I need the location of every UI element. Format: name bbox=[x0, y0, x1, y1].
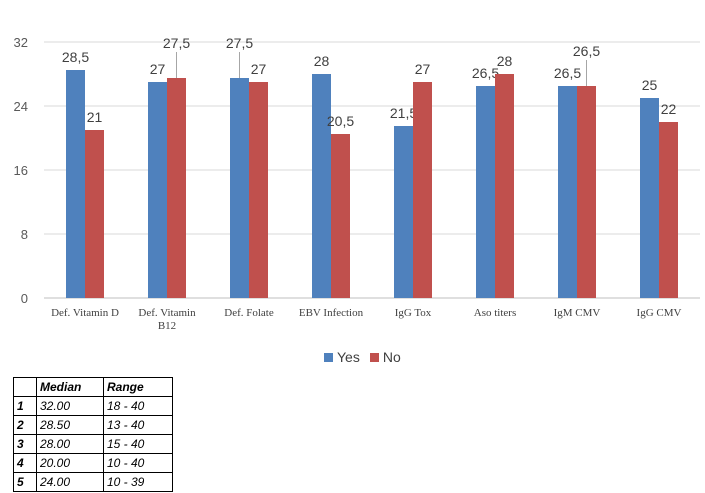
table-header-index bbox=[13, 377, 37, 397]
legend-label-no: No bbox=[382, 349, 401, 365]
table-row: 5 24.00 10 - 39 bbox=[13, 472, 173, 492]
median-range-table: Median Range 1 32.00 18 - 40 2 28.50 13 … bbox=[13, 377, 173, 492]
table-cell-range: 18 - 40 bbox=[103, 396, 173, 416]
data-label-no: 27 bbox=[251, 61, 267, 77]
data-label-no: 22 bbox=[661, 101, 677, 117]
table-row: 1 32.00 18 - 40 bbox=[13, 396, 173, 416]
bar-yes bbox=[148, 82, 167, 298]
data-label-yes: 27,5 bbox=[226, 35, 253, 51]
data-label-no: 20,5 bbox=[327, 113, 354, 129]
x-tick-label: Def. Folate bbox=[224, 307, 274, 319]
data-label-yes: 28 bbox=[314, 53, 330, 69]
table-cell-median: 32.00 bbox=[36, 396, 104, 416]
table-cell-range: 10 - 40 bbox=[103, 453, 173, 473]
table-row: 2 28.50 13 - 40 bbox=[13, 415, 173, 435]
bar-no bbox=[167, 78, 186, 298]
data-label-no: 27 bbox=[415, 61, 431, 77]
x-tick-label: Aso titers bbox=[474, 307, 516, 319]
x-tick-label: Def. Vitamin D bbox=[51, 307, 119, 319]
table-cell-index: 4 bbox=[13, 453, 37, 473]
table-cell-median: 24.00 bbox=[36, 472, 104, 492]
table-cell-index: 1 bbox=[13, 396, 37, 416]
table-row: 3 28.00 15 - 40 bbox=[13, 434, 173, 454]
bar-yes bbox=[640, 98, 659, 298]
chart-legend: Yes No bbox=[324, 349, 411, 365]
x-tick-label: IgG Tox bbox=[395, 307, 432, 319]
x-tick-label: Def. Vitamin bbox=[138, 307, 196, 319]
table-row: 4 20.00 10 - 40 bbox=[13, 453, 173, 473]
data-label-no: 28 bbox=[497, 53, 513, 69]
x-tick-label: IgG CMV bbox=[637, 307, 682, 319]
legend-swatch-yes bbox=[324, 352, 333, 362]
bar-no bbox=[577, 86, 596, 298]
table-cell-median: 20.00 bbox=[36, 453, 104, 473]
table-cell-index: 2 bbox=[13, 415, 37, 435]
bar-chart: 0 8 16 24 32 28,5 21 Def. Vitamin D 27 27,5 Def. V… bbox=[14, 35, 700, 332]
data-label-yes: 26,5 bbox=[554, 65, 581, 81]
data-label-yes: 27 bbox=[150, 61, 166, 77]
legend-swatch-no bbox=[369, 352, 379, 362]
data-label-yes: 28,5 bbox=[62, 49, 89, 65]
bar-yes bbox=[558, 86, 577, 298]
x-tick-label: IgM CMV bbox=[554, 307, 601, 319]
bar-yes bbox=[66, 70, 85, 298]
bar-no bbox=[249, 82, 268, 298]
table-cell-range: 13 - 40 bbox=[103, 415, 173, 435]
data-label-yes: 25 bbox=[642, 77, 658, 93]
data-label-yes: 21,5 bbox=[390, 105, 417, 121]
table-cell-index: 5 bbox=[13, 472, 37, 492]
table-cell-median: 28.50 bbox=[36, 415, 104, 435]
legend-label-yes: Yes bbox=[337, 349, 360, 365]
y-tick-label: 0 bbox=[21, 291, 28, 306]
bar-yes bbox=[476, 86, 495, 298]
x-tick-label: B12 bbox=[158, 320, 176, 332]
y-tick-label: 24 bbox=[14, 99, 28, 114]
table-header-range: Range bbox=[103, 377, 173, 397]
y-tick-label: 16 bbox=[14, 163, 28, 178]
table-cell-index: 3 bbox=[13, 434, 37, 454]
legend-item-no: No bbox=[369, 349, 401, 365]
x-tick-label: EBV Infection bbox=[299, 307, 364, 319]
y-tick-label: 8 bbox=[21, 227, 28, 242]
legend-item-yes: Yes bbox=[324, 349, 360, 365]
table-cell-range: 15 - 40 bbox=[103, 434, 173, 454]
table-cell-range: 10 - 39 bbox=[103, 472, 173, 492]
bar-yes bbox=[394, 126, 413, 298]
table-header-row: Median Range bbox=[13, 377, 173, 397]
bar-no bbox=[331, 134, 350, 298]
bar-no bbox=[85, 130, 104, 298]
data-label-yes: 26,5 bbox=[472, 65, 499, 81]
data-label-no: 26,5 bbox=[573, 43, 600, 59]
bar-no bbox=[413, 82, 432, 298]
table-header-median: Median bbox=[36, 377, 104, 397]
data-label-no: 27,5 bbox=[163, 35, 190, 51]
bar-yes bbox=[312, 74, 331, 298]
bar-no bbox=[495, 74, 514, 298]
table-cell-median: 28.00 bbox=[36, 434, 104, 454]
bar-yes bbox=[230, 78, 249, 298]
bar-no bbox=[659, 122, 678, 298]
y-tick-label: 32 bbox=[14, 35, 28, 50]
data-label-no: 21 bbox=[87, 109, 103, 125]
